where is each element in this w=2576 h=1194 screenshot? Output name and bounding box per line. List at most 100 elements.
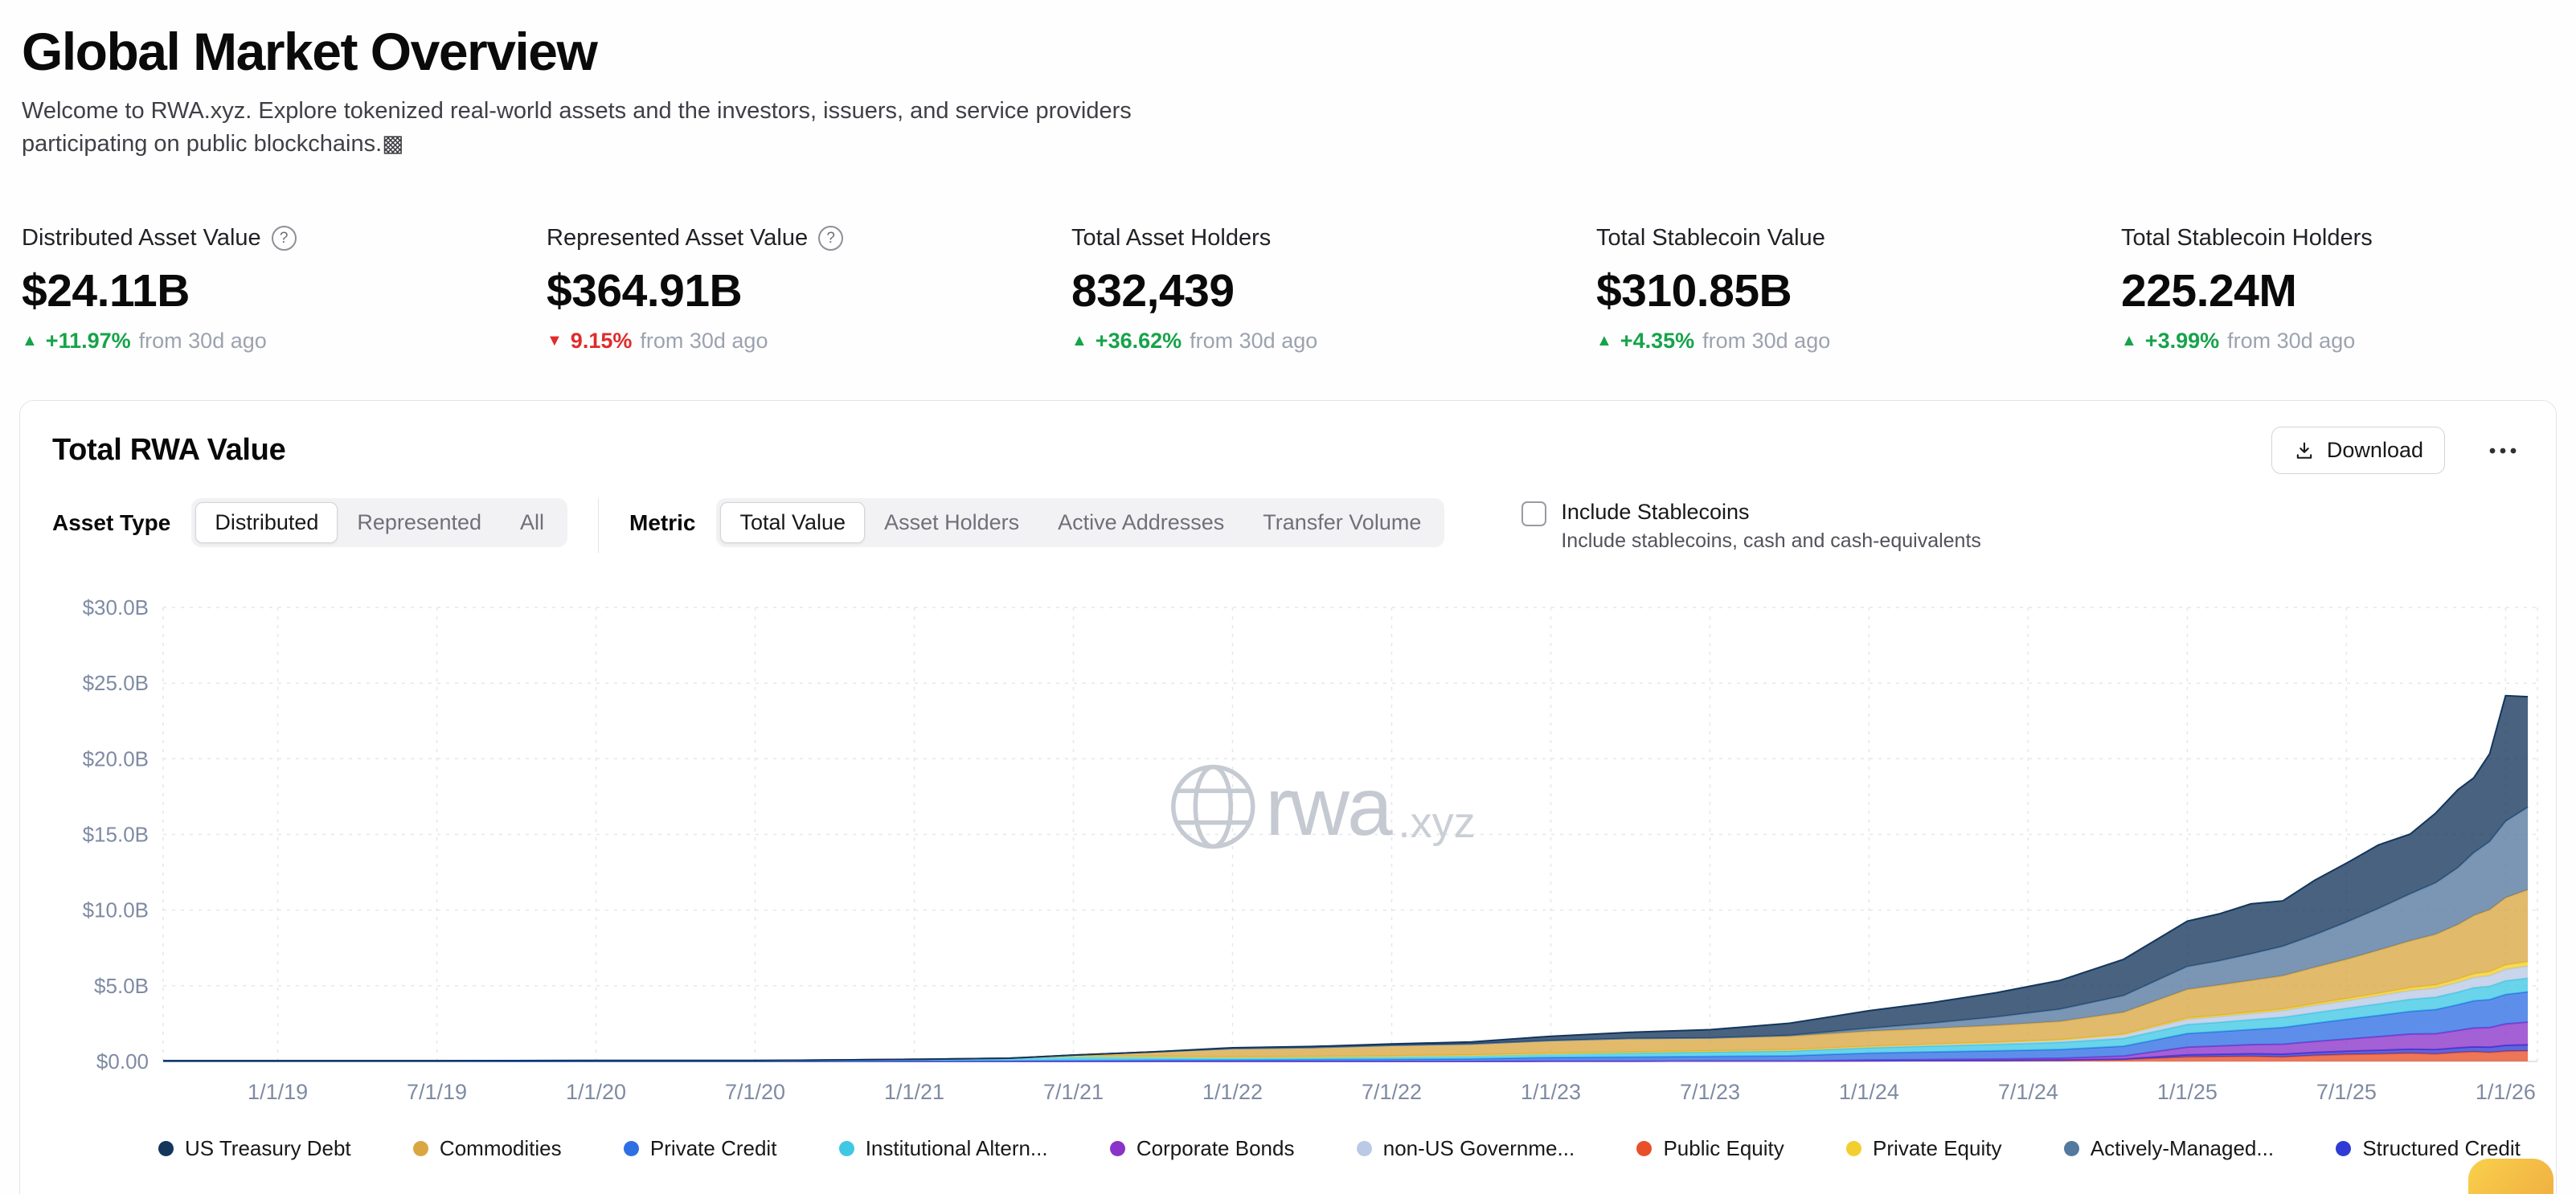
svg-text:7/1/20: 7/1/20 [725, 1080, 785, 1104]
legend-item-non-us-governme[interactable]: non-US Governme... [1356, 1136, 1575, 1161]
legend-item-institutional-altern[interactable]: Institutional Altern... [838, 1136, 1048, 1161]
svg-text:1/1/26: 1/1/26 [2476, 1080, 2536, 1104]
svg-text:1/1/24: 1/1/24 [1839, 1080, 1899, 1104]
stat-card-distributed-asset-value: Distributed Asset Value? $24.11B ▲ +11.97% f… [22, 225, 547, 354]
svg-text:$25.0B: $25.0B [83, 672, 149, 696]
legend-label: Corporate Bonds [1136, 1136, 1295, 1161]
more-options-button[interactable] [2482, 440, 2524, 461]
metric-label: Metric [629, 509, 696, 535]
metric-segmented-control: Total Value Asset Holders Active Addresses… [716, 498, 1445, 548]
legend-item-actively-managed[interactable]: Actively-Managed... [2063, 1136, 2274, 1161]
help-icon[interactable]: ? [818, 226, 844, 251]
asset-type-group: Asset Type Distributed Represented All [52, 498, 568, 548]
svg-text:$15.0B: $15.0B [83, 823, 149, 847]
legend-label: Private Equity [1873, 1136, 2002, 1161]
legend-label: non-US Governme... [1382, 1136, 1575, 1161]
stat-card-total-stablecoin-value: Total Stablecoin Value $310.85B ▲ +4.35% fro… [1596, 225, 2121, 354]
svg-text:$10.0B: $10.0B [83, 898, 149, 922]
stat-delta: ▲ +36.62% from 30d ago [1071, 329, 1596, 354]
legend-item-us-treasury-debt[interactable]: US Treasury Debt [158, 1136, 351, 1161]
download-label: Download [2326, 438, 2423, 463]
include-stablecoins-checkbox[interactable] [1521, 501, 1547, 527]
legend-item-private-equity[interactable]: Private Equity [1846, 1136, 2001, 1161]
delta-down-icon: ▼ [547, 332, 563, 350]
legend-item-corporate-bonds[interactable]: Corporate Bonds [1109, 1136, 1295, 1161]
delta-up-icon: ▲ [22, 332, 38, 350]
svg-text:7/1/22: 7/1/22 [1362, 1080, 1422, 1104]
legend-label: Institutional Altern... [865, 1136, 1048, 1161]
svg-text:7/1/25: 7/1/25 [2316, 1080, 2377, 1104]
delta-percent: 9.15% [570, 329, 633, 354]
asset-type-option-distributed[interactable]: Distributed [195, 502, 338, 544]
legend-swatch [1846, 1141, 1862, 1157]
delta-percent: +3.99% [2144, 329, 2220, 354]
svg-text:7/1/19: 7/1/19 [407, 1080, 467, 1104]
chart-area: $0.00 $5.0B $10.0B $15.0B $20.0B $25.0B $30.0B… [20, 559, 2556, 1122]
svg-text:1/1/22: 1/1/22 [1202, 1080, 1263, 1104]
stat-value: 832,439 [1071, 265, 1235, 317]
chat-launcher[interactable] [2468, 1159, 2553, 1194]
stat-delta: ▲ +3.99% from 30d ago [2121, 329, 2576, 354]
stat-value: $364.91B [547, 265, 743, 317]
help-icon[interactable]: ? [271, 226, 297, 251]
svg-text:1/1/25: 1/1/25 [2157, 1080, 2218, 1104]
include-stablecoins-text: Include Stablecoins Include stablecoins,… [1561, 500, 1981, 553]
stat-value: 225.24M [2121, 265, 2297, 317]
svg-text:$5.0B: $5.0B [94, 974, 149, 998]
stat-label: Total Stablecoin Value [1596, 225, 1825, 251]
page-subtitle: Welcome to RWA.xyz. Explore tokenized re… [22, 98, 1132, 157]
stat-label: Total Stablecoin Holders [2121, 225, 2373, 251]
stat-value: $24.11B [22, 265, 190, 317]
stat-delta: ▲ +4.35% from 30d ago [1596, 329, 2121, 354]
include-stablecoins-sublabel: Include stablecoins, cash and cash-equiv… [1561, 530, 1981, 553]
legend-label: Structured Credit [2362, 1136, 2521, 1161]
legend-swatch [838, 1141, 854, 1157]
delta-suffix: from 30d ago [1190, 329, 1318, 354]
svg-text:$30.0B: $30.0B [83, 595, 149, 619]
legend-swatch [1109, 1141, 1125, 1157]
metric-group: Metric Total Value Asset Holders Active Ad… [629, 498, 1445, 548]
svg-text:$0.00: $0.00 [96, 1049, 149, 1073]
legend-swatch [623, 1141, 639, 1157]
total-rwa-value-chart[interactable]: $0.00 $5.0B $10.0B $15.0B $20.0B $25.0B $30.0B… [20, 559, 2553, 1122]
legend-label: Private Credit [649, 1136, 777, 1161]
delta-suffix: from 30d ago [640, 329, 768, 354]
legend-item-structured-credit[interactable]: Structured Credit [2336, 1136, 2521, 1161]
legend-swatch [2336, 1141, 2352, 1157]
delta-suffix: from 30d ago [138, 329, 267, 354]
legend-label: Public Equity [1663, 1136, 1784, 1161]
metric-option-total-value[interactable]: Total Value [720, 502, 866, 544]
delta-up-icon: ▲ [1596, 332, 1612, 350]
legend-item-public-equity[interactable]: Public Equity [1636, 1136, 1784, 1161]
delta-percent: +4.35% [1620, 329, 1695, 354]
delta-percent: +36.62% [1095, 329, 1182, 354]
legend-swatch [412, 1141, 428, 1157]
include-stablecoins-group: Include Stablecoins Include stablecoins,… [1521, 498, 1981, 553]
svg-text:1/1/20: 1/1/20 [566, 1080, 626, 1104]
card-actions: Download [2271, 427, 2524, 475]
svg-text:7/1/24: 7/1/24 [1998, 1080, 2058, 1104]
asset-type-segmented-control: Distributed Represented All [191, 498, 568, 548]
svg-text:$20.0B: $20.0B [83, 747, 149, 771]
delta-percent: +11.97% [45, 329, 131, 354]
legend-item-private-credit[interactable]: Private Credit [623, 1136, 777, 1161]
download-button[interactable]: Download [2271, 427, 2445, 475]
asset-type-option-all[interactable]: All [520, 510, 545, 535]
total-rwa-value-card: Total RWA Value Download [19, 400, 2557, 1194]
legend-swatch [158, 1141, 174, 1157]
download-icon [2293, 440, 2316, 462]
asset-type-option-represented[interactable]: Represented [357, 510, 481, 535]
metric-option-asset-holders[interactable]: Asset Holders [884, 510, 1020, 535]
svg-text:7/1/23: 7/1/23 [1680, 1080, 1740, 1104]
stat-card-represented-asset-value: Represented Asset Value? $364.91B ▼ 9.15% fr… [547, 225, 1071, 354]
metric-option-active-addresses[interactable]: Active Addresses [1058, 510, 1225, 535]
stat-card-total-asset-holders: Total Asset Holders 832,439 ▲ +36.62% from 3… [1071, 225, 1596, 354]
card-header: Total RWA Value Download [20, 401, 2556, 477]
legend-swatch [1356, 1141, 1372, 1157]
delta-up-icon: ▲ [1071, 332, 1087, 350]
page-title: Global Market Overview [22, 22, 598, 81]
svg-text:1/1/19: 1/1/19 [248, 1080, 308, 1104]
legend-item-commodities[interactable]: Commodities [412, 1136, 562, 1161]
metric-option-transfer-volume[interactable]: Transfer Volume [1263, 510, 1422, 535]
